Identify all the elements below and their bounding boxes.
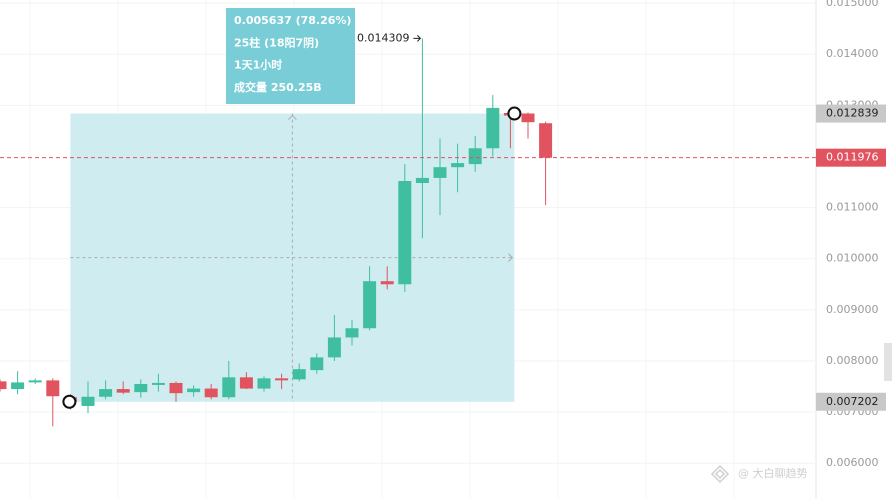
price-label-box [816,392,886,411]
high-arrow [413,35,422,42]
candle-body [345,328,359,338]
tooltip-box [226,8,355,104]
price-label-box [816,148,886,167]
measure-end-marker [507,106,522,121]
watermark: @ 大白聊趋势 [738,466,808,480]
candle-body [292,369,306,380]
candle-body [363,281,377,329]
candle-body [380,281,394,285]
candle-body [134,383,148,393]
candle-body [169,382,183,394]
candle-body [222,377,236,398]
candle-body [310,357,324,371]
y-tick-label: 0.014000 [826,47,879,60]
price-label-box [816,104,886,123]
measure-start-marker [62,394,77,409]
candle-body [415,177,429,184]
candle-body [433,167,447,178]
candles [0,38,553,427]
candle-body [257,378,271,389]
candle-body [99,389,113,397]
tooltip-line: 成交量 250.25B [234,80,322,94]
y-tick-label: 0.008000 [826,354,879,367]
candle-body [204,388,218,398]
scroll-handle[interactable] [884,343,892,381]
y-tick-label: 0.015000 [826,0,879,9]
high-label: 0.014309 [357,31,410,44]
candle-body [521,113,535,123]
candle-body [116,389,130,393]
watermark-logo [710,464,730,484]
candle-body [486,107,500,149]
candle-body [468,148,482,165]
tooltip-line: 25柱 (18阳7阴) [234,35,319,49]
candle-body [81,396,95,406]
candle-body [539,123,553,158]
y-tick-label: 0.009000 [826,303,879,316]
candle-body [398,180,412,285]
candle-body [327,337,341,358]
measure-arrow [508,253,514,263]
y-tick-label: 0.006000 [826,456,879,469]
measure-arrow [288,114,297,120]
candle-body [151,382,165,385]
candle-body [46,380,60,397]
tooltip-line: 1天1小时 [234,58,282,72]
price-label: 0.012839 [826,107,879,120]
price-label: 0.011976 [826,151,879,164]
price-label: 0.007202 [826,395,879,408]
candle-body [451,163,465,168]
candle-body [28,380,42,383]
measure [70,113,515,402]
tooltip-line: 0.005637 (78.26%) [234,14,351,27]
y-tick-label: 0.010000 [826,252,879,265]
y-tick-label: 0.011000 [826,201,879,214]
candle-body [187,388,201,393]
candle-body [0,381,7,390]
candle-body [11,382,25,390]
candle-body [239,377,253,389]
candle-body [275,378,289,381]
overlay: 0.012839 0.011976 0.007202 0.014309 0.005637… [0,8,886,484]
